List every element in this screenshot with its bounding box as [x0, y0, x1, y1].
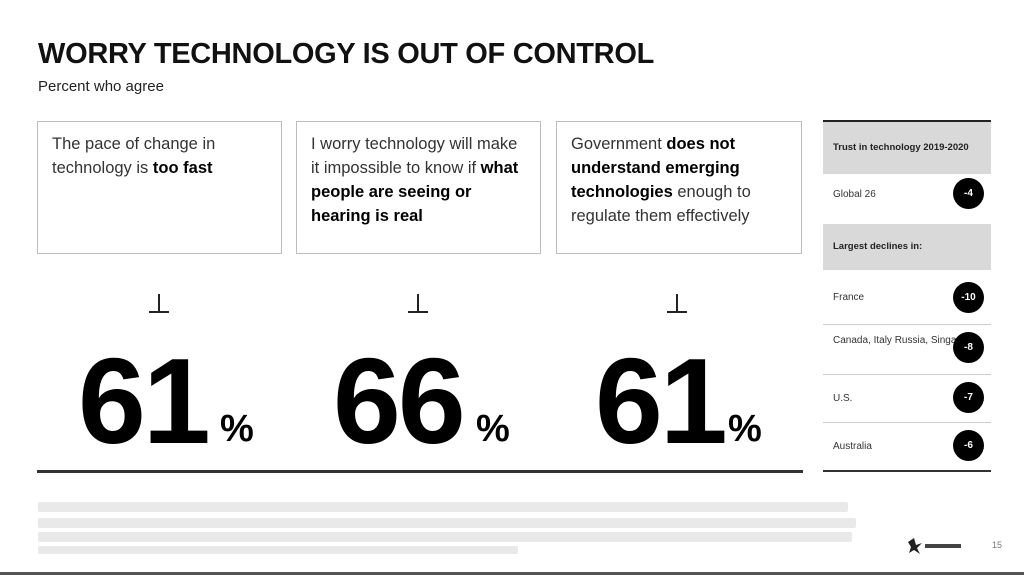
sidebar-divider [823, 374, 991, 375]
statement-card-3: Government does not understand emerging … [556, 121, 802, 254]
sidebar-global-label: Global 26 [833, 189, 876, 200]
trust-sidebar: Trust in technology 2019-2020 Global 26 … [823, 120, 991, 472]
slide-bottom-border [0, 572, 1024, 575]
decline-label-france: France [833, 292, 865, 303]
footnote-area [38, 500, 856, 555]
statement-1-emphasis: too fast [152, 159, 213, 177]
connector-tick-2 [408, 294, 428, 314]
sidebar-top-rule [823, 120, 991, 122]
statement-3-text-end: enough to regulate them effectively [571, 183, 751, 225]
stats-baseline [37, 470, 803, 473]
stat-value-2: 66 [333, 333, 466, 469]
sidebar-bottom-rule [823, 470, 991, 472]
stat-value-1: 61 [78, 333, 211, 469]
page-number: 15 [992, 540, 1003, 550]
sidebar-header: Trust in technology 2019-2020 [823, 122, 991, 174]
decline-label-canada-italy-russia-singapore: Canada, Italy Russia, Singapore [833, 335, 977, 346]
sidebar-global-badge: -4 [953, 178, 984, 209]
connector-tick-1 [149, 294, 169, 314]
stat-unit-2: % [476, 408, 510, 450]
sidebar-divider [823, 422, 991, 423]
brand-logo [905, 536, 965, 556]
statement-card-1: The pace of change in technology is too … [37, 121, 282, 254]
statement-1-text: The pace of change in technology is [52, 135, 216, 177]
connector-tick-3 [667, 294, 687, 314]
stat-value-3: 61 [595, 333, 728, 469]
page-title: WORRY TECHNOLOGY IS OUT OF CONTROL [38, 38, 654, 70]
statement-3-emphasis: does not understand emerging technologie… [571, 135, 740, 201]
decline-badge-australia: -6 [953, 430, 984, 461]
sidebar-divider [823, 324, 991, 325]
decline-badge-france: -10 [953, 282, 984, 313]
decline-label-us: U.S. [833, 393, 853, 404]
statement-3-text: Government [571, 135, 667, 153]
decline-badge-canada-italy-russia-singapore: -8 [953, 332, 984, 363]
stat-unit-3: % [728, 408, 762, 450]
stat-unit-1: % [220, 408, 254, 450]
statement-card-2: I worry technology will make it impossib… [296, 121, 541, 254]
page-subtitle: Percent who agree [38, 78, 164, 95]
decline-label-australia: Australia [833, 441, 872, 452]
statement-2-emphasis: what people are seeing or hearing is rea… [311, 159, 519, 225]
decline-badge-us: -7 [953, 382, 984, 413]
sidebar-declines-header: Largest declines in: [823, 224, 991, 270]
statement-2-text: I worry technology will make it impossib… [311, 135, 518, 177]
